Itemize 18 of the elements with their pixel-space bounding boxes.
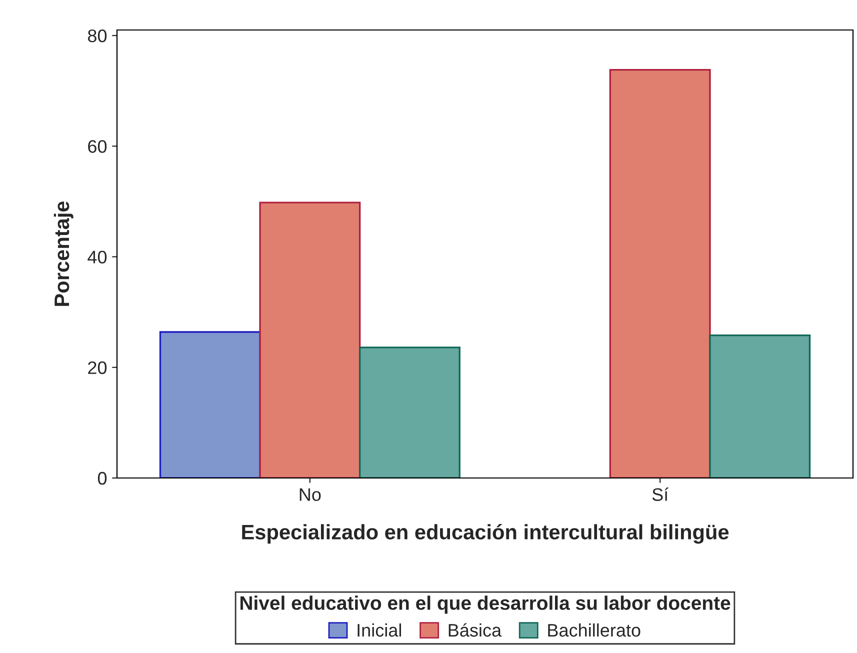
bar xyxy=(358,346,460,478)
bar xyxy=(609,68,711,478)
y-tick-label: 80 xyxy=(88,29,107,42)
x-tick-label: No xyxy=(300,488,321,501)
legend-label: Básica xyxy=(448,623,502,637)
legend-label: Bachillerato xyxy=(548,623,640,637)
x-tick-label: Sí xyxy=(652,488,669,501)
y-tick-label: 60 xyxy=(88,140,107,153)
legend-label: Inicial xyxy=(358,623,402,637)
y-tick-label: 0 xyxy=(98,472,107,485)
bar xyxy=(709,334,811,478)
y-tick-label: 40 xyxy=(88,250,107,264)
y-axis-title: Porcentaje xyxy=(54,201,74,306)
y-tick-label: 20 xyxy=(88,361,107,374)
legend-title: Nivel educativo en el que desarrolla su labor docente xyxy=(240,596,730,614)
x-axis-title: Especializado en educación intercultural bilingüe xyxy=(242,524,729,544)
bar xyxy=(159,331,261,478)
bar xyxy=(259,202,361,478)
